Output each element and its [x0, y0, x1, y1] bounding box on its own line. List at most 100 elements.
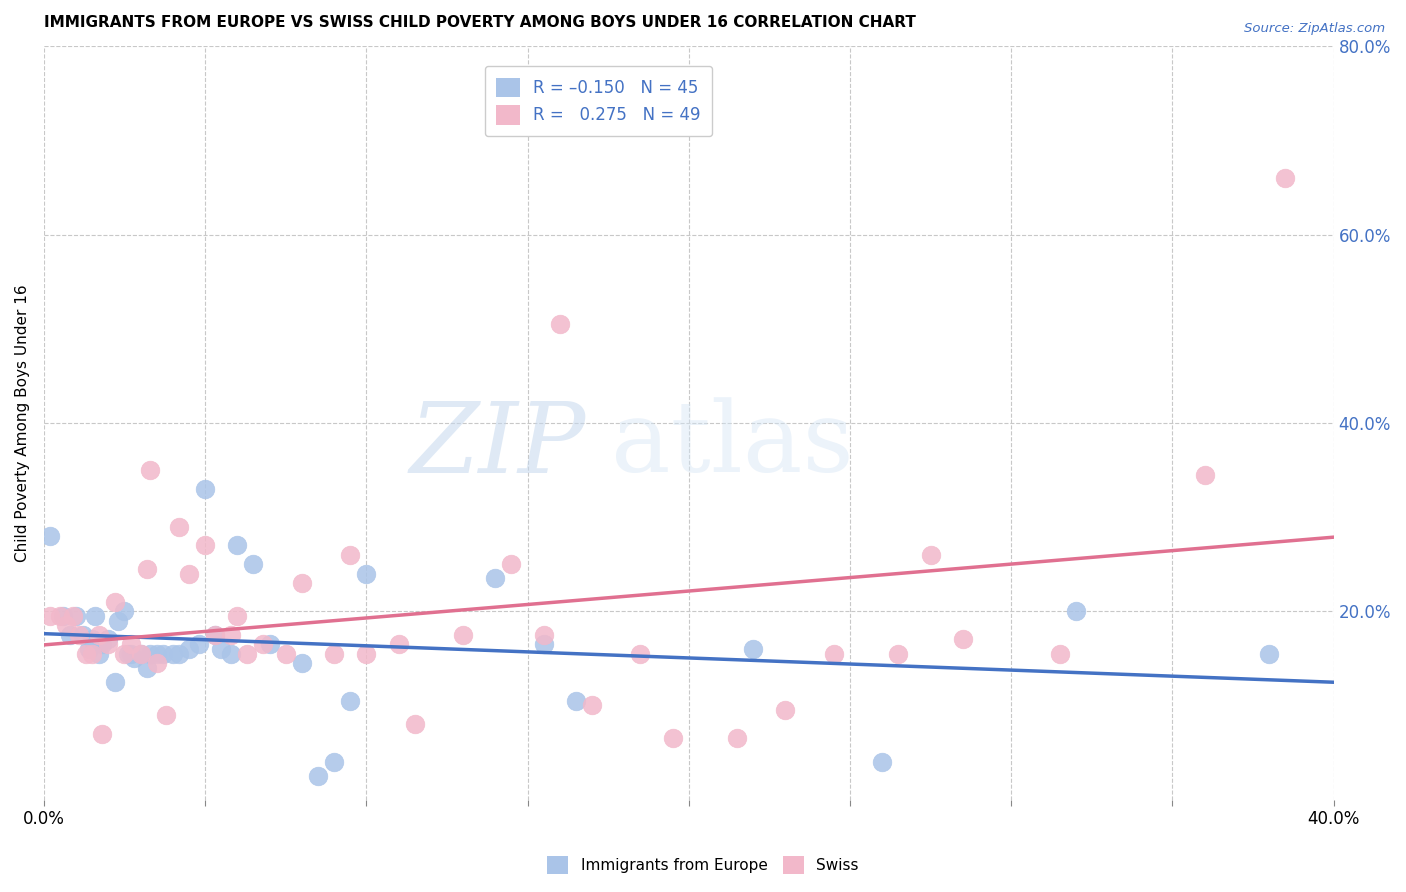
Point — [129, 647, 152, 661]
Point — [219, 647, 242, 661]
Point — [187, 637, 209, 651]
Point — [129, 647, 152, 661]
Point — [204, 628, 226, 642]
Text: ZIP: ZIP — [409, 398, 585, 493]
Point — [1258, 647, 1281, 661]
Point — [39, 529, 62, 543]
Point — [139, 463, 162, 477]
Point — [259, 637, 281, 651]
Point — [145, 647, 167, 661]
Point — [75, 647, 97, 661]
Point — [242, 557, 264, 571]
Text: IMMIGRANTS FROM EUROPE VS SWISS CHILD POVERTY AMONG BOYS UNDER 16 CORRELATION CH: IMMIGRANTS FROM EUROPE VS SWISS CHILD PO… — [44, 15, 915, 30]
Point — [291, 656, 314, 670]
Point — [725, 731, 748, 746]
Point — [72, 628, 94, 642]
Point — [162, 647, 184, 661]
Point — [177, 641, 200, 656]
Point — [870, 755, 893, 769]
Point — [323, 755, 346, 769]
Point — [307, 769, 329, 783]
Point — [1064, 604, 1087, 618]
Point — [169, 519, 191, 533]
Point — [67, 628, 90, 642]
Point — [84, 609, 107, 624]
Point — [107, 614, 129, 628]
Point — [90, 637, 112, 651]
Point — [565, 694, 588, 708]
Point — [82, 647, 104, 661]
Point — [1049, 647, 1071, 661]
Point — [209, 641, 232, 656]
Point — [65, 609, 87, 624]
Point — [136, 661, 159, 675]
Point — [219, 628, 242, 642]
Point — [97, 637, 120, 651]
Point — [823, 647, 845, 661]
Point — [952, 632, 974, 647]
Point — [1194, 467, 1216, 482]
Point — [152, 647, 174, 661]
Text: Source: ZipAtlas.com: Source: ZipAtlas.com — [1244, 22, 1385, 36]
Point — [120, 637, 142, 651]
Point — [501, 557, 523, 571]
Point — [548, 317, 571, 331]
Point — [252, 637, 274, 651]
Point — [136, 562, 159, 576]
Point — [356, 647, 378, 661]
Point — [117, 647, 139, 661]
Point — [920, 548, 942, 562]
Point — [581, 698, 603, 713]
Point — [122, 651, 145, 665]
Point — [194, 538, 217, 552]
Point — [114, 647, 136, 661]
Point — [104, 595, 127, 609]
Point — [87, 628, 110, 642]
Point — [82, 632, 104, 647]
Point — [404, 717, 426, 731]
Point — [194, 482, 217, 496]
Point — [177, 566, 200, 581]
Point — [742, 641, 765, 656]
Point — [59, 628, 82, 642]
Point — [155, 707, 177, 722]
Point — [451, 628, 474, 642]
Point — [97, 632, 120, 647]
Point — [204, 628, 226, 642]
Point — [39, 609, 62, 624]
Point — [55, 618, 77, 632]
Point — [226, 609, 249, 624]
Point — [49, 609, 72, 624]
Point — [236, 647, 259, 661]
Point — [274, 647, 297, 661]
Point — [291, 576, 314, 591]
Point — [90, 726, 112, 740]
Point — [484, 571, 506, 585]
Point — [887, 647, 910, 661]
Point — [339, 548, 361, 562]
Point — [661, 731, 683, 746]
Point — [1274, 171, 1296, 186]
Y-axis label: Child Poverty Among Boys Under 16: Child Poverty Among Boys Under 16 — [15, 285, 30, 562]
Point — [104, 674, 127, 689]
Point — [533, 637, 555, 651]
Point — [628, 647, 651, 661]
Point — [145, 656, 167, 670]
Point — [77, 641, 100, 656]
Point — [139, 647, 162, 661]
Point — [226, 538, 249, 552]
Point — [323, 647, 346, 661]
Point — [120, 647, 142, 661]
Point — [169, 647, 191, 661]
Legend: R = –0.150   N = 45, R =   0.275   N = 49: R = –0.150 N = 45, R = 0.275 N = 49 — [485, 66, 713, 136]
Point — [356, 566, 378, 581]
Text: atlas: atlas — [612, 398, 853, 493]
Point — [775, 703, 797, 717]
Point — [114, 604, 136, 618]
Point — [339, 694, 361, 708]
Point — [52, 609, 75, 624]
Legend: Immigrants from Europe, Swiss: Immigrants from Europe, Swiss — [541, 850, 865, 880]
Point — [62, 609, 84, 624]
Point — [87, 647, 110, 661]
Point — [533, 628, 555, 642]
